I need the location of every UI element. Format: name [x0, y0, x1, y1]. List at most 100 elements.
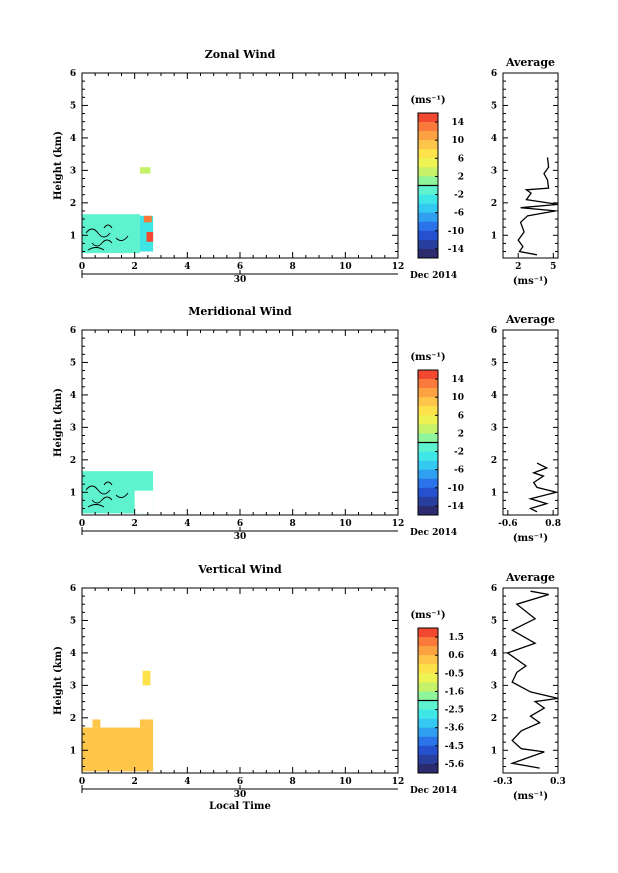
contour-line	[87, 504, 105, 508]
y-tick-label: 5	[70, 101, 76, 111]
colorbar-swatch	[418, 230, 438, 241]
y-tick-label: 1	[70, 746, 76, 756]
colorbar-swatch	[418, 487, 438, 498]
colorbar-tick-label: -2	[454, 448, 464, 458]
x-tick-label: 6	[237, 519, 243, 529]
colorbar-swatch	[418, 469, 438, 480]
colorbar-swatch	[418, 424, 438, 434]
colorbar-swatch	[418, 388, 438, 398]
colorbar-swatch	[418, 727, 438, 738]
contour-line	[115, 492, 129, 498]
colorbar-swatch	[418, 700, 438, 710]
panel-title: Vertical Wind	[197, 563, 282, 576]
y-axis-label: Height (km)	[53, 388, 64, 457]
colorbar-swatch	[418, 460, 438, 470]
panel-title: Zonal Wind	[205, 48, 276, 61]
x-tick-label: 6	[237, 262, 243, 272]
colorbar-swatch	[418, 248, 438, 259]
colorbar-swatch	[418, 709, 438, 719]
x-tick-label: 6	[237, 777, 243, 787]
colorbar-tick-label: -10	[448, 227, 464, 237]
x-tick-label: 12	[392, 519, 405, 529]
x-tick-label: 4	[184, 777, 190, 787]
average-x-tick-label: -0.6	[498, 519, 517, 529]
colorbar-tick-label: 14	[451, 118, 464, 128]
colorbar-tick-label: 1.5	[448, 633, 464, 643]
colorbar-tick-label: 10	[451, 393, 464, 403]
heatmap-cell	[143, 215, 152, 223]
colorbar-swatch	[418, 113, 438, 123]
average-profile-line	[528, 462, 557, 513]
colorbar-swatch	[418, 158, 438, 168]
colorbar-swatch	[418, 664, 438, 674]
y-tick-label: 6	[70, 69, 76, 79]
colorbar-tick-label: -6	[454, 466, 464, 476]
heatmap-cell	[82, 727, 154, 772]
colorbar-swatch	[418, 185, 438, 195]
average-title: Average	[505, 56, 555, 69]
heatmap-cell	[139, 719, 154, 728]
colorbar-unit: (ms⁻¹)	[410, 95, 445, 106]
colorbar-swatch	[418, 131, 438, 141]
x-tick-label: 0	[79, 262, 85, 272]
colorbar-swatch	[418, 203, 438, 213]
average-y-tick-label: 5	[491, 616, 497, 626]
date-month-label: Dec 2014	[410, 271, 457, 281]
y-tick-label: 1	[70, 488, 76, 498]
x-tick-label: 4	[184, 262, 190, 272]
colorbar-swatch	[418, 754, 438, 765]
average-x-tick-label: -0.3	[493, 777, 512, 787]
x-tick-label: 12	[392, 777, 405, 787]
y-tick-label: 2	[70, 456, 76, 466]
colorbar-swatch	[418, 433, 438, 443]
average-y-tick-label: 2	[491, 199, 497, 209]
average-x-tick-label: 0.8	[545, 519, 561, 529]
average-y-tick-label: 2	[491, 714, 497, 724]
contour-line	[85, 228, 111, 238]
average-y-tick-label: 1	[491, 231, 497, 241]
colorbar-swatch	[418, 655, 438, 665]
colorbar-swatch	[418, 194, 438, 204]
x-tick-label: 8	[290, 519, 296, 529]
x-tick-label: 0	[79, 777, 85, 787]
colorbar-tick-label: 6	[458, 411, 464, 421]
average-y-tick-label: 5	[491, 101, 497, 111]
average-y-tick-label: 6	[491, 584, 497, 594]
average-y-tick-label: 3	[491, 681, 497, 691]
colorbar-swatch	[418, 673, 438, 683]
average-y-tick-label: 4	[491, 649, 497, 659]
x-tick-label: 10	[339, 262, 352, 272]
x-tick-label: 2	[132, 262, 138, 272]
average-plot-frame	[502, 329, 559, 516]
colorbar-swatch	[418, 167, 438, 177]
heatmap-cell	[142, 670, 151, 686]
y-tick-label: 4	[70, 134, 76, 144]
colorbar-swatch	[418, 442, 438, 452]
heatmap-cell	[139, 167, 151, 174]
x-tick-label: 10	[339, 519, 352, 529]
y-tick-label: 6	[70, 326, 76, 336]
colorbar-swatch	[418, 646, 438, 656]
colorbar-swatch	[418, 149, 438, 159]
colorbar-swatch	[418, 212, 438, 223]
colorbar-swatch	[418, 370, 438, 380]
colorbar-tick-label: 10	[451, 136, 464, 146]
colorbar-tick-label: -2	[454, 191, 464, 201]
y-tick-label: 5	[70, 358, 76, 368]
date-month-label: Dec 2014	[410, 528, 457, 538]
colorbar-tick-label: 2	[458, 172, 464, 182]
average-profile-line	[517, 157, 559, 256]
y-tick-label: 6	[70, 584, 76, 594]
colorbar-swatch	[418, 140, 438, 150]
average-title: Average	[505, 571, 555, 584]
colorbar-swatch	[418, 763, 438, 774]
average-x-tick-label: 0.3	[550, 777, 566, 787]
contour-lines	[85, 224, 129, 251]
contour-line	[85, 485, 111, 495]
heatmap-cell	[134, 490, 154, 514]
colorbar-swatch	[418, 505, 438, 516]
colorbar-swatch	[418, 406, 438, 416]
colorbar-swatch	[418, 637, 438, 647]
